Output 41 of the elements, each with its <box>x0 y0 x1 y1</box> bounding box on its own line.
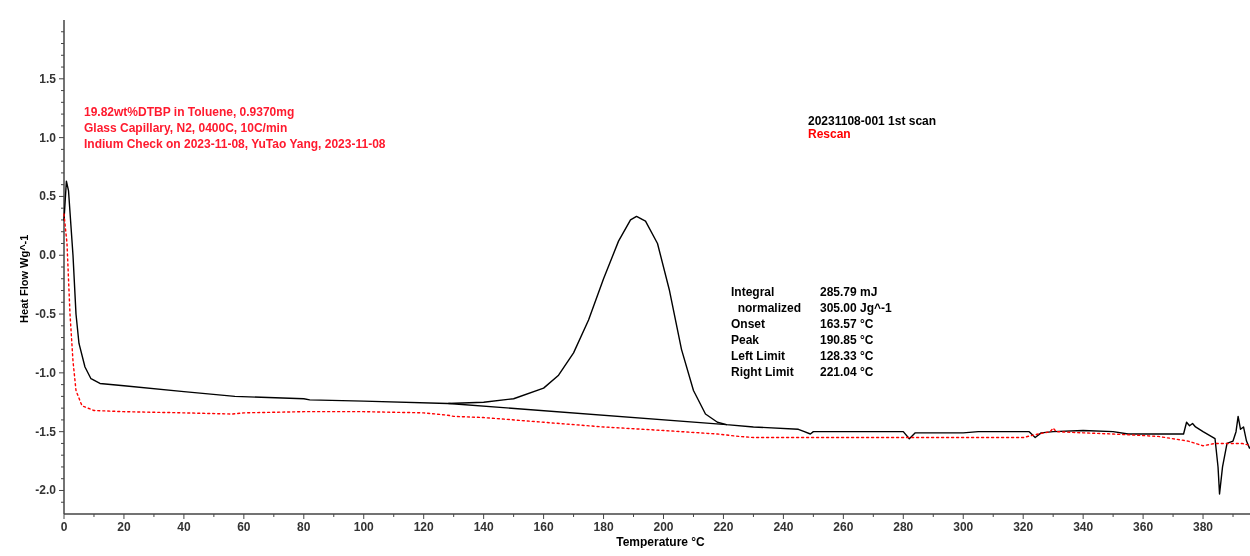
x-tick-label: 340 <box>1073 520 1094 534</box>
text: Left Limit 128.33 °C <box>731 349 874 363</box>
y-tick-label: -1.5 <box>35 424 57 439</box>
y-tick-label: 1.5 <box>39 71 57 86</box>
x-axis-title: Temperature °C <box>616 535 706 549</box>
text: Rescan <box>808 127 851 141</box>
text: Peak 190.85 °C <box>731 333 874 347</box>
x-tick-label: 0 <box>60 520 68 534</box>
x-tick-label: 380 <box>1193 520 1214 534</box>
x-tick-label: 100 <box>353 520 375 534</box>
x-tick-label: 160 <box>533 520 554 534</box>
x-tick-label: 320 <box>1013 520 1034 534</box>
x-tick-label: 360 <box>1133 520 1154 534</box>
annotation: 19.82wt%DTBP in Toluene, 0.9370mg <box>84 105 295 119</box>
x-tick-label: 200 <box>653 520 674 534</box>
text: normalized 305.00 Jg^-1 <box>737 301 892 315</box>
y-tick-label: 1.0 <box>39 130 57 145</box>
y-tick-label: -0.5 <box>35 307 57 322</box>
text: Integral 285.79 mJ <box>731 285 878 299</box>
annotation: Glass Capillary, N2, 0400C, 10C/min <box>84 121 288 135</box>
y-axis-title: Heat Flow Wg^-1 <box>18 234 30 323</box>
annotation: Indium Check on 2023-11-08, YuTao Yang, 2023-11-08 <box>84 137 386 151</box>
y-tick-label: -2.0 <box>35 483 57 498</box>
y-tick-label: -1.0 <box>35 365 57 380</box>
text: Onset 163.57 °C <box>731 317 874 331</box>
x-tick-label: 140 <box>473 520 494 534</box>
text: 20231108-001 1st scan <box>808 114 937 128</box>
x-tick-label: 20 <box>117 520 131 534</box>
x-tick-label: 240 <box>773 520 794 534</box>
x-tick-label: 180 <box>593 520 614 534</box>
y-tick-label: 0.5 <box>39 189 57 204</box>
text: Right Limit 221.04 °C <box>731 365 874 379</box>
y-tick-label: 0.0 <box>39 248 57 263</box>
x-tick-label: 60 <box>237 520 251 534</box>
x-tick-label: 220 <box>713 520 734 534</box>
x-tick-label: 280 <box>893 520 914 534</box>
x-tick-label: 260 <box>833 520 854 534</box>
x-tick-label: 300 <box>953 520 974 534</box>
x-tick-label: 40 <box>177 520 191 534</box>
x-tick-label: 80 <box>297 520 311 534</box>
x-tick-label: 120 <box>413 520 435 534</box>
